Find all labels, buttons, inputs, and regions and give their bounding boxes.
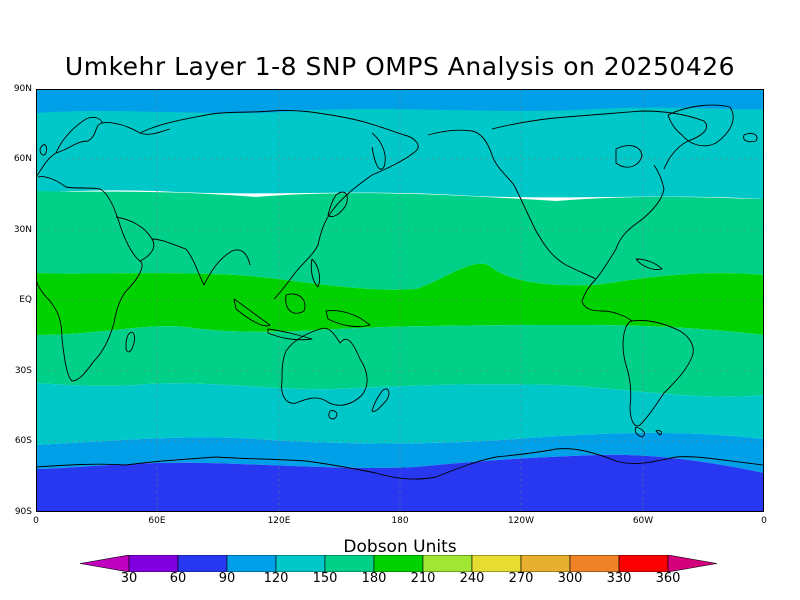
coast-europe	[36, 122, 171, 178]
coast-alaska	[427, 129, 515, 186]
coast-gulf	[581, 278, 633, 322]
lat-label: 60N	[13, 154, 32, 164]
colorbar-segment	[275, 555, 326, 572]
coast-scandinavia	[55, 116, 103, 154]
colorbar-label: 150	[312, 571, 338, 586]
coast-canada-north	[491, 110, 708, 170]
colorbar-label: 270	[508, 571, 534, 586]
colorbar-label: 240	[459, 571, 485, 586]
graticule	[36, 89, 764, 512]
colorbar-segment	[569, 555, 620, 572]
colorbar-segment	[471, 555, 522, 572]
coast-caribbean	[635, 258, 663, 270]
coast-iceland	[743, 132, 758, 143]
colorbar-segment	[618, 555, 669, 572]
colorbar-segment	[128, 555, 179, 572]
lon-label: 120E	[267, 516, 291, 526]
ozone-map	[36, 89, 764, 512]
coast-kamchatka	[371, 132, 386, 170]
coast-java	[267, 328, 313, 341]
colorbar-segment	[177, 555, 228, 572]
coast-tierra-del-fuego	[634, 426, 645, 438]
coast-new-guinea	[325, 310, 371, 328]
colorbar-title: Dobson Units	[343, 537, 457, 557]
coast-philippines	[310, 258, 321, 288]
lat-label: 90N	[13, 84, 32, 94]
colorbar-label: 300	[557, 571, 583, 586]
coast-madagascar	[125, 331, 135, 353]
colorbar-segment	[422, 555, 473, 572]
colorbar-label: 60	[169, 571, 187, 586]
coast-india	[151, 238, 251, 286]
lat-label: 60S	[14, 436, 32, 446]
colorbar-segment	[520, 555, 571, 572]
band-90-120-south	[36, 432, 764, 473]
coast-na-west	[513, 184, 597, 280]
lon-label: 180	[391, 516, 409, 526]
lon-label: 60W	[632, 516, 654, 526]
coastlines	[36, 104, 764, 480]
colorbar-label: 120	[263, 571, 289, 586]
band-60-90-south	[36, 454, 764, 512]
ozone-contour-field	[36, 89, 764, 512]
colorbar-segment	[373, 555, 424, 572]
colorbar-label: 90	[218, 571, 236, 586]
coast-borneo	[285, 293, 306, 314]
colorbar-segment	[324, 555, 375, 572]
coast-japan	[327, 191, 348, 217]
colorbar-label: 360	[655, 571, 681, 586]
coast-asia-north	[139, 110, 419, 152]
coast-falklands	[655, 430, 663, 436]
map-title: Umkehr Layer 1-8 SNP OMPS Analysis on 20…	[64, 52, 736, 81]
coast-south-america	[622, 320, 694, 427]
colorbar-segment	[667, 555, 718, 572]
lon-label: 0	[761, 516, 767, 526]
coast-antarctica	[36, 448, 764, 480]
colorbar-label: 30	[120, 571, 138, 586]
lat-label: 30N	[13, 225, 32, 235]
colorbar-segment	[80, 555, 130, 572]
lon-label: 120W	[507, 516, 535, 526]
lat-label: 30S	[14, 366, 32, 376]
colorbar-label: 330	[606, 571, 632, 586]
lat-label: 90S	[14, 507, 32, 517]
coast-hudson	[615, 145, 643, 168]
coast-africa	[36, 176, 143, 382]
band-120-150-north	[36, 107, 764, 199]
coast-new-zealand	[371, 388, 390, 412]
lon-label: 60E	[148, 516, 166, 526]
coast-sumatra	[233, 298, 271, 327]
coast-uk	[39, 144, 47, 156]
lon-label: 0	[33, 516, 39, 526]
lat-label: EQ	[19, 295, 32, 305]
colorbar-label: 210	[410, 571, 436, 586]
colorbar-label: 180	[361, 571, 387, 586]
coast-greenland	[667, 104, 734, 147]
coast-australia	[281, 327, 368, 406]
coast-tasmania	[328, 410, 338, 420]
colorbar	[80, 555, 718, 572]
coast-east-asia	[273, 150, 417, 300]
colorbar-segment	[226, 555, 277, 572]
coast-na-east	[595, 164, 665, 280]
